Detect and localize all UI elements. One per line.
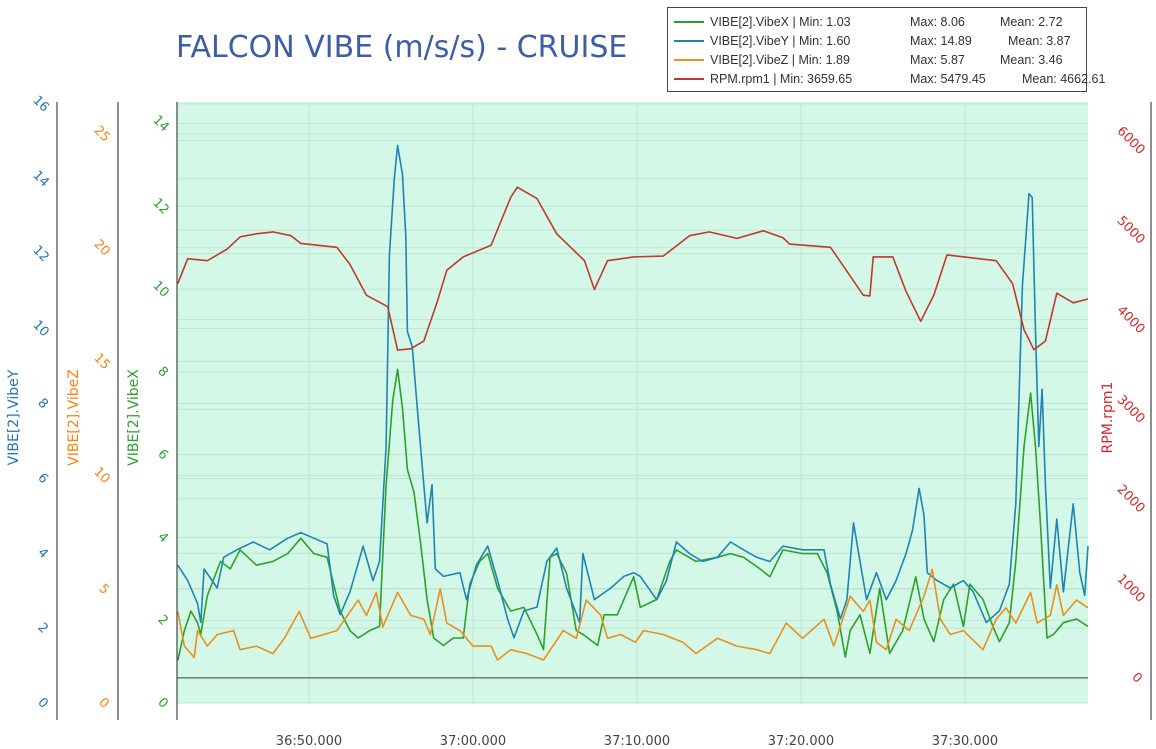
legend-label: VIBE[2].VibeX | Min: 1.03 — [710, 15, 851, 29]
legend-max: Max: 5479.45 — [910, 72, 986, 86]
rpm-axis-title: RPM.rpm1 — [1100, 382, 1116, 454]
rpm-tick-label: 3000 — [1114, 393, 1148, 427]
legend-max: Max: 8.06 — [910, 15, 965, 29]
vibey-tick-label: 2 — [34, 620, 50, 636]
vibey-tick-label: 16 — [29, 93, 51, 115]
legend-label: VIBE[2].VibeZ | Min: 1.89 — [710, 53, 850, 67]
legend-label: RPM.rpm1 | Min: 3659.65 — [710, 72, 853, 86]
x-tick-label: 37:30.000 — [932, 734, 998, 749]
legend-swatch-vibez — [674, 59, 704, 61]
rpm-tick-label: 5000 — [1114, 213, 1148, 247]
vibex-tick-label: 0 — [154, 695, 170, 711]
vibex-tick-label: 4 — [154, 530, 170, 546]
vibey-tick-label: 8 — [34, 396, 50, 412]
x-tick-label: 36:50.000 — [276, 734, 342, 749]
series-line-rpm — [177, 186, 1089, 351]
legend-item-rpm[interactable]: RPM.rpm1 | Min: 3659.65 Max: 5479.45 Mea… — [674, 70, 1105, 88]
vibez-tick-label: 15 — [90, 351, 112, 373]
legend-item-vibey[interactable]: VIBE[2].VibeY | Min: 1.60 Max: 14.89 Mea… — [674, 32, 1071, 50]
vibey-tick-label: 10 — [29, 318, 51, 340]
legend-swatch-vibex — [674, 21, 704, 23]
vibey-axis-title: VIBE[2].VibeY — [6, 369, 22, 465]
legend-max: Max: 14.89 — [910, 34, 972, 48]
legend-item-vibez[interactable]: VIBE[2].VibeZ | Min: 1.89 Max: 5.87 Mean… — [674, 51, 1063, 69]
vibez-tick-label: 25 — [90, 123, 112, 145]
legend-label: VIBE[2].VibeY | Min: 1.60 — [710, 34, 851, 48]
vibez-tick-label: 20 — [90, 237, 112, 259]
rpm-tick-label: 2000 — [1114, 482, 1148, 516]
rpm-tick-label: 6000 — [1114, 124, 1148, 158]
series-line-vibex — [177, 368, 1089, 661]
vibez-tick-label: 10 — [90, 465, 112, 487]
rpm-tick-label: 0 — [1128, 670, 1144, 686]
vibey-tick-label: 14 — [29, 168, 51, 190]
vibez-axis-title: VIBE[2].VibeZ — [66, 369, 82, 466]
plot-area — [177, 102, 1088, 703]
legend-mean: Mean: 4662.61 — [1022, 72, 1106, 86]
series-line-vibez — [177, 568, 1089, 661]
legend-swatch-rpm — [674, 78, 704, 80]
chart-title: FALCON VIBE (m/s/s) - CRUISE — [176, 30, 628, 65]
vibex-tick-label: 10 — [149, 278, 171, 300]
legend-mean: Mean: 3.87 — [1008, 34, 1071, 48]
series-line-vibey — [177, 144, 1089, 639]
vibey-tick-label: 4 — [34, 545, 50, 561]
legend-item-vibex[interactable]: VIBE[2].VibeX | Min: 1.03 Max: 8.06 Mean… — [674, 13, 1063, 31]
legend: VIBE[2].VibeX | Min: 1.03 Max: 8.06 Mean… — [667, 7, 1105, 92]
x-tick-label: 37:10.000 — [604, 734, 670, 749]
legend-max: Max: 5.87 — [910, 53, 965, 67]
x-tick-label: 37:00.000 — [440, 734, 506, 749]
vibex-tick-label: 2 — [154, 612, 170, 628]
legend-swatch-vibey — [674, 40, 704, 42]
legend-mean: Mean: 3.46 — [1000, 53, 1063, 67]
vibex-axis-title: VIBE[2].VibeX — [126, 369, 142, 466]
vibez-tick-label: 0 — [95, 695, 111, 711]
rpm-tick-label: 1000 — [1114, 572, 1148, 606]
vibex-tick-label: 8 — [154, 364, 170, 380]
rpm-tick-label: 4000 — [1114, 303, 1148, 337]
vibey-tick-label: 0 — [34, 695, 50, 711]
vibex-tick-label: 12 — [149, 196, 171, 218]
vibez-tick-label: 5 — [95, 581, 111, 597]
vibex-tick-label: 6 — [154, 447, 170, 463]
vibex-tick-label: 14 — [149, 113, 171, 135]
vibey-tick-label: 12 — [29, 243, 51, 265]
vibey-tick-label: 6 — [34, 470, 50, 486]
legend-mean: Mean: 2.72 — [1000, 15, 1063, 29]
x-tick-label: 37:20.000 — [768, 734, 834, 749]
